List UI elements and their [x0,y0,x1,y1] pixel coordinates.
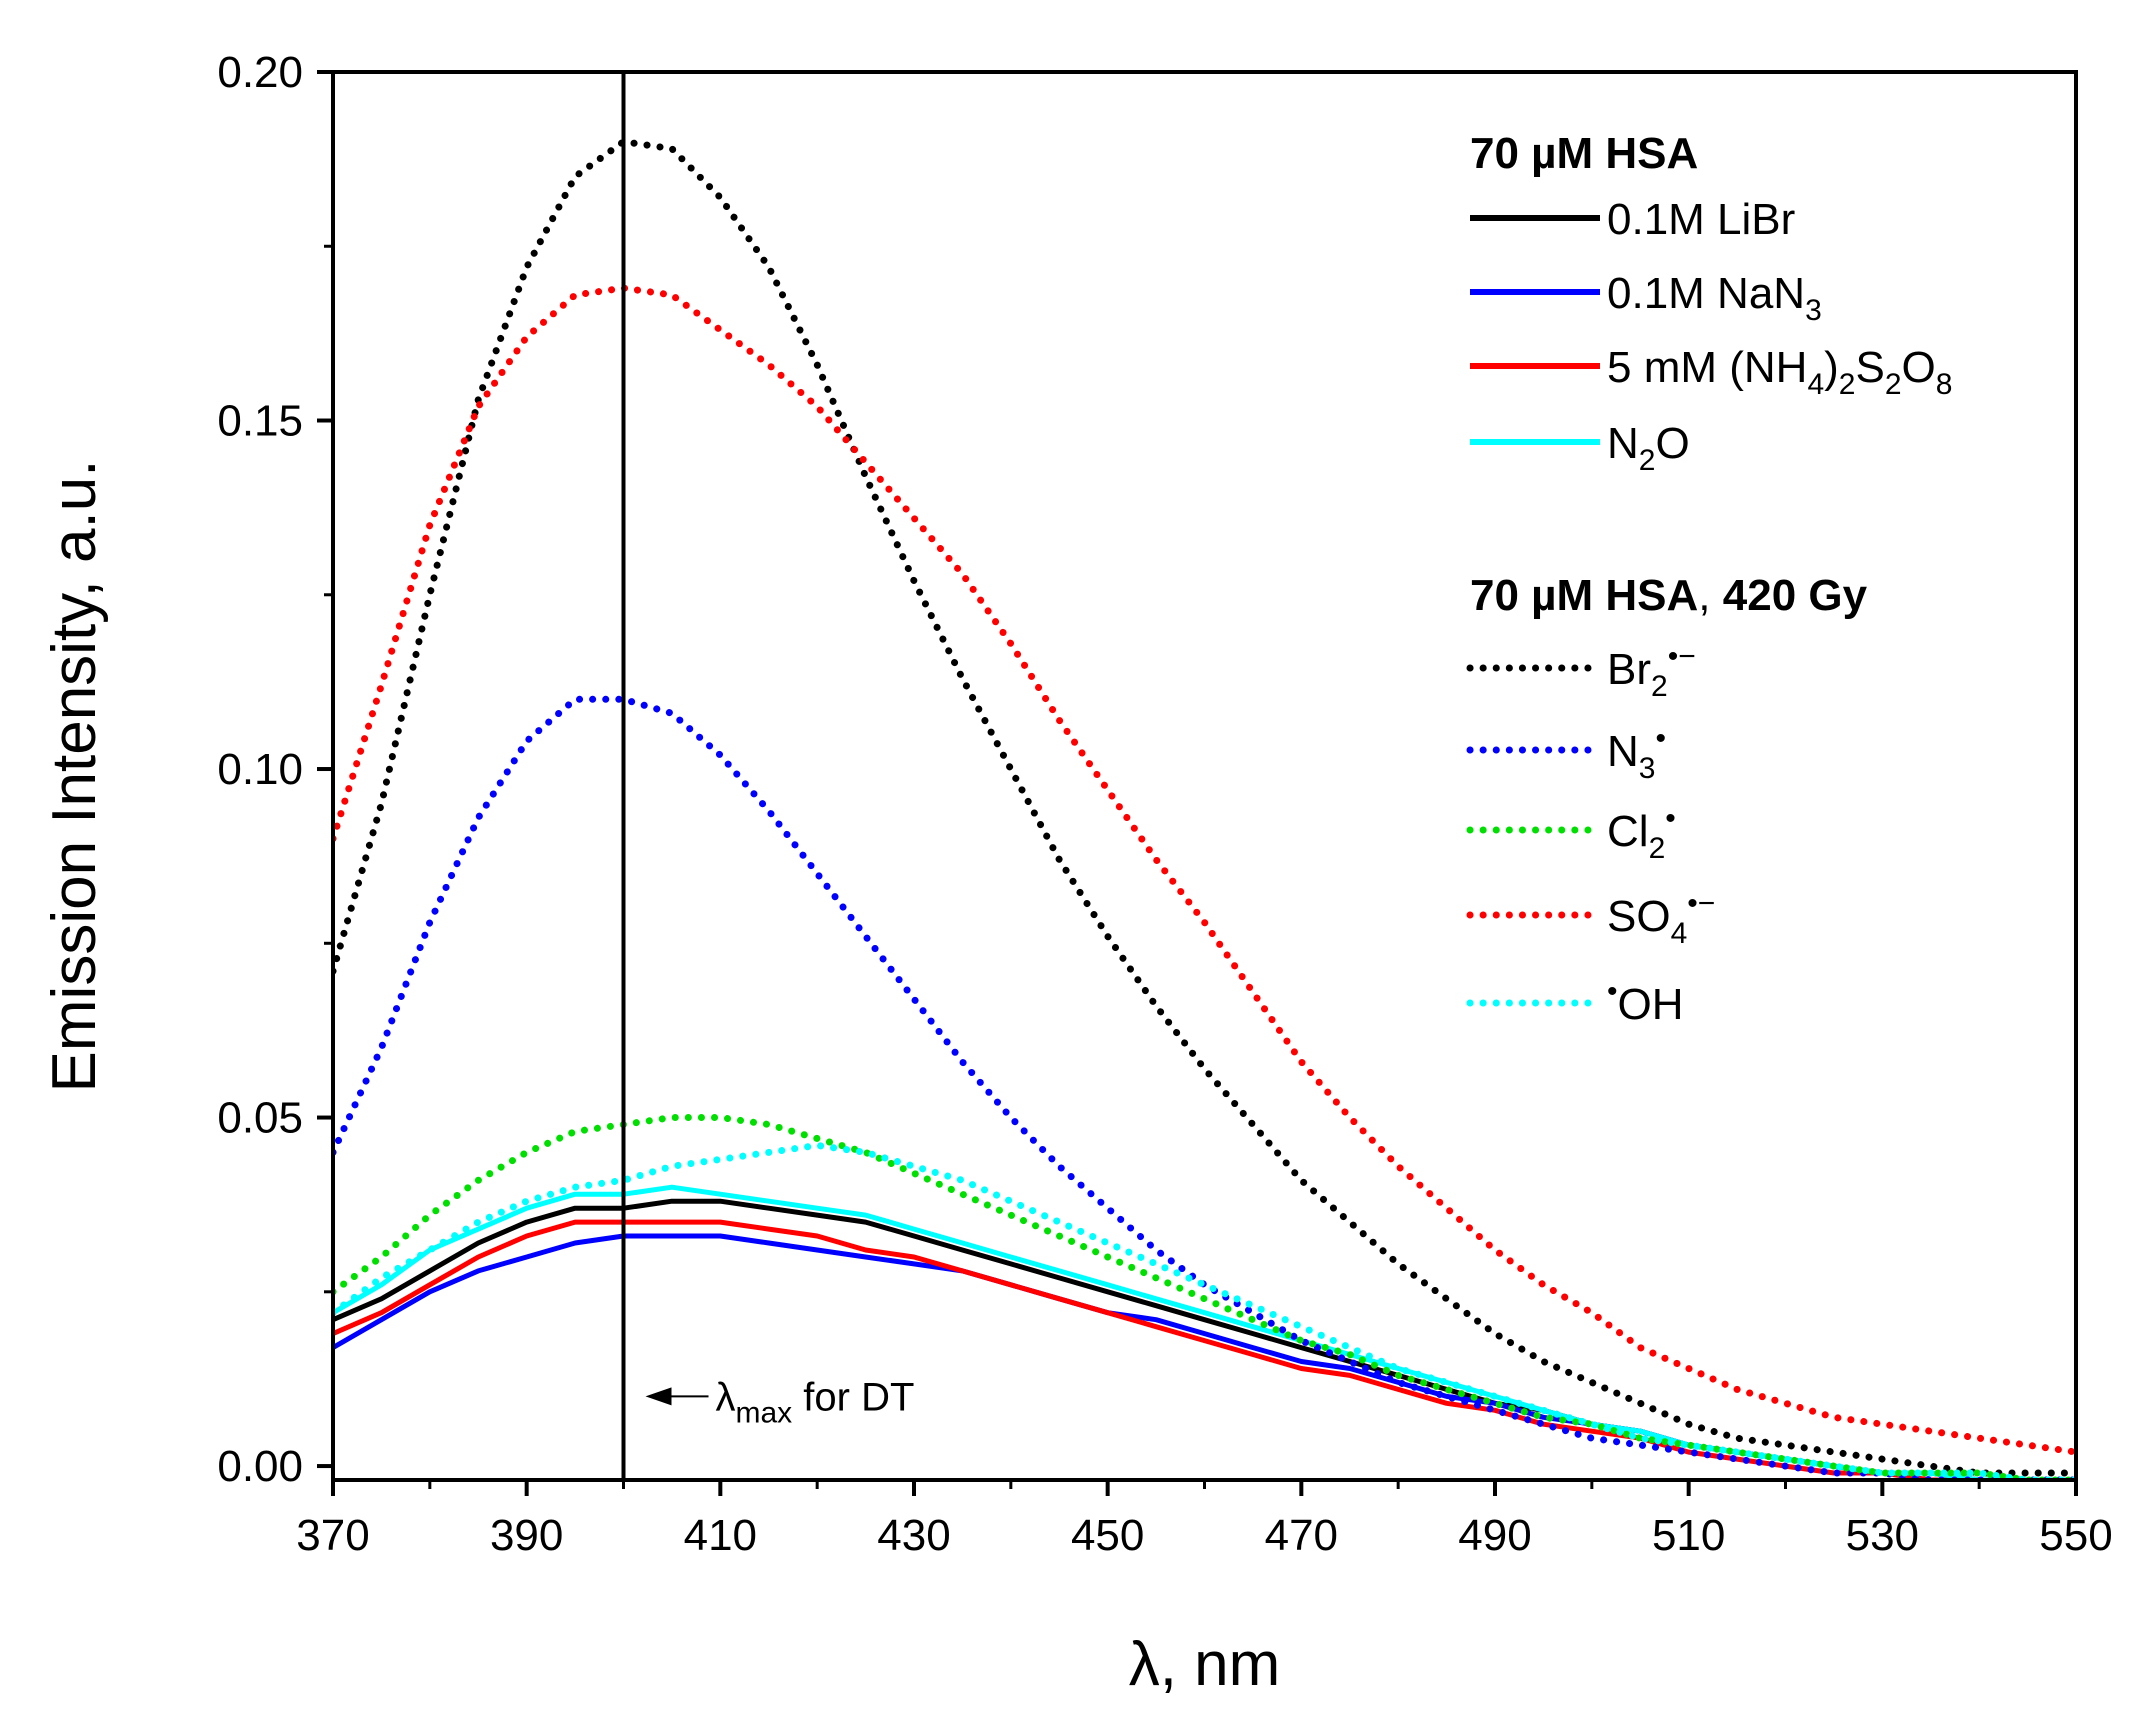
series-layer [333,138,2076,1480]
legend-label-part: S [1855,343,1884,392]
x-tick-label: 410 [684,1511,757,1560]
legend-label: Br2•− [1607,640,1696,703]
legend-group2-title: 70 µM HSA, 420 Gy [1470,571,1868,620]
legend-label-part: 5 mM (NH [1607,343,1807,392]
legend-label-part: 0.1M LiBr [1607,195,1795,244]
legend-label-part: 2 [1639,444,1656,477]
y-tick-label: 0.00 [217,1442,303,1491]
legend-label-part: • [1665,802,1676,835]
legend-label-part: 2 [1839,368,1856,401]
series-line-dotted-n3 [333,695,2076,1480]
legend-label: 0.1M NaN3 [1607,269,1822,327]
legend-label-part: 2 [1649,832,1666,865]
legend-label: Cl2• [1607,802,1676,865]
annotation-main: λ [716,1375,736,1419]
legend-label: SO4•− [1607,887,1715,950]
legend-label-part: SO [1607,892,1671,941]
legend-label-part: Cl [1607,807,1649,856]
legend-label: N2O [1607,419,1690,477]
x-tick-label: 470 [1265,1511,1338,1560]
legend-label-part: 3 [1805,294,1822,327]
legend-label-part: OH [1618,980,1684,1029]
legend-label: •OH [1607,975,1684,1029]
legend-label-part: 3 [1639,752,1656,785]
legend-label-part: 8 [1936,368,1953,401]
legend-label: 5 mM (NH4)2S2O8 [1607,343,1952,401]
series-line-dotted-oh [333,1141,2076,1480]
y-tick-label: 0.10 [217,745,303,794]
series-line-dotted-cl2 [333,1114,2076,1480]
legend-label-part: •− [1668,640,1696,673]
legend-label-part: • [1607,975,1618,1008]
legend-label-part: • [1655,722,1666,755]
legend-group2-title-sep: , [1698,571,1722,620]
x-tick-label: 510 [1652,1511,1725,1560]
y-tick-label: 0.05 [217,1094,303,1143]
x-tick-label: 430 [877,1511,950,1560]
legend-label-part: 2 [1651,670,1668,703]
legend-label-part: ) [1824,343,1839,392]
series-line-dotted-br2 [333,138,2076,1477]
legend-label-part: 2 [1885,368,1902,401]
annotation-arrow-head [645,1387,672,1406]
y-tick-label: 0.20 [217,48,303,97]
annotation-sub: max [736,1396,793,1429]
x-tick-label: 390 [490,1511,563,1560]
legend-label-part: 4 [1807,368,1824,401]
axes-layer: 370 390 410 430 450 470 490 510 530 550 0.00 0.05 0.… [217,48,2112,1560]
series-line-solid-0-1m-nan3 [333,1233,2076,1480]
legend-label-part: 4 [1671,917,1688,950]
plot-frame [331,70,2078,1482]
legend-label: 0.1M LiBr [1607,195,1795,244]
legend-label-part: O [1655,419,1689,468]
legend-label-part: N [1607,727,1639,776]
legend-label-part: N [1607,419,1639,468]
annotation-rest: for DT [792,1375,914,1419]
x-axis-title: λ, nm [1129,1630,1281,1699]
x-tick-label: 530 [1846,1511,1919,1560]
x-tick-label: 490 [1458,1511,1531,1560]
legend-group1-title: 70 µM HSA [1470,129,1698,178]
legend-label-part: Br [1607,645,1651,694]
legend-group2-title-dose: 420 Gy [1723,571,1868,620]
series-line-solid-5-mm-nh4-2s2o8 [333,1219,2076,1480]
legend-group2-title-main: 70 µM HSA [1470,571,1698,620]
x-tick-label: 550 [2039,1511,2112,1560]
legend-label-part: •− [1687,887,1715,920]
series-line-dotted-so4 [333,284,2076,1456]
x-tick-label: 370 [296,1511,369,1560]
annotation-label: λmax for DT [716,1375,915,1429]
x-tick-label: 450 [1071,1511,1144,1560]
y-axis-title: Emission Intensity, a.u. [40,460,109,1093]
legend-label-part: 0.1M NaN [1607,269,1805,318]
y-tick-label: 0.15 [217,397,303,446]
legend-label-part: O [1902,343,1936,392]
legend-label: N3• [1607,722,1666,785]
